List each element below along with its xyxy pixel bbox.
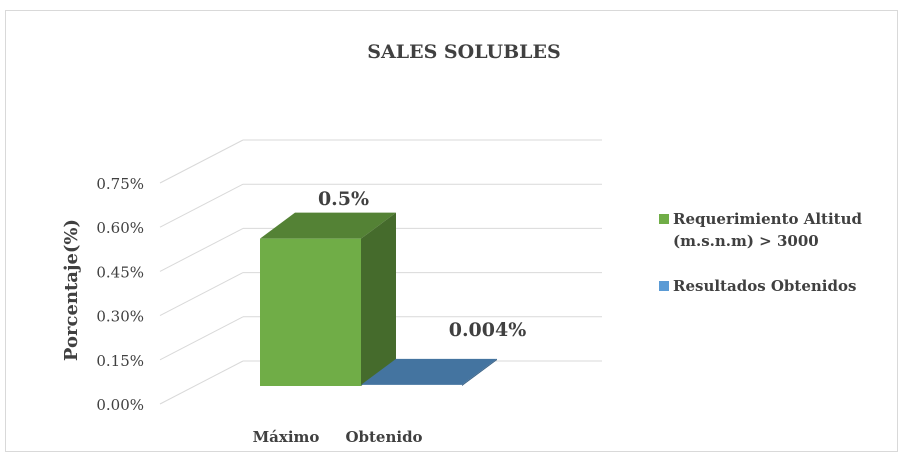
grid-line-diagonal [159,272,244,317]
y-tick-label: 0.30% [96,308,144,326]
x-category-label: Máximo [253,428,320,446]
bar-front-face [260,238,361,386]
legend-swatch-requerimiento [659,214,669,224]
grid-line-diagonal [159,183,244,228]
bar-top-face [361,358,497,385]
bar-side-face [462,358,497,386]
grid-line-diagonal [159,139,244,184]
grid-line-diagonal [159,316,244,361]
data-labels: 0.5% 0.004% [318,188,526,341]
legend-swatch-resultados [659,281,669,291]
y-tick-label: 0.60% [96,219,144,237]
x-category-label: Obtenido [345,428,422,446]
y-tick-label: 0.75% [96,175,144,193]
x-axis-categories: Máximo Obtenido [253,428,423,446]
bar-requerimiento [260,212,396,386]
grid-line-diagonal [159,227,244,272]
y-tick-label: 0.15% [96,352,144,370]
bar-resultados [361,358,497,386]
chart-frame [5,10,898,452]
bar-top-face [260,212,396,239]
bars [260,212,497,386]
legend-label-resultados: Resultados Obtenidos [673,277,856,295]
y-axis-label: Porcentaje(%) [61,219,82,361]
legend: Requerimiento Altitud (m.s.n.m) > 3000 R… [659,210,867,295]
y-axis-ticks: 0.00% 0.15% 0.30% 0.45% 0.60% 0.75% [96,175,144,414]
chart-title: SALES SOLUBLES [367,41,560,63]
data-label-resultados: 0.004% [449,319,527,341]
legend-label-requerimiento: Requerimiento Altitud (m.s.n.m) > 3000 [673,210,867,250]
y-tick-label: 0.45% [96,263,144,281]
grid-line-diagonal [159,360,244,405]
data-label-requerimiento: 0.5% [318,188,369,210]
bar-side-face [361,212,396,386]
y-tick-label: 0.00% [96,396,144,414]
